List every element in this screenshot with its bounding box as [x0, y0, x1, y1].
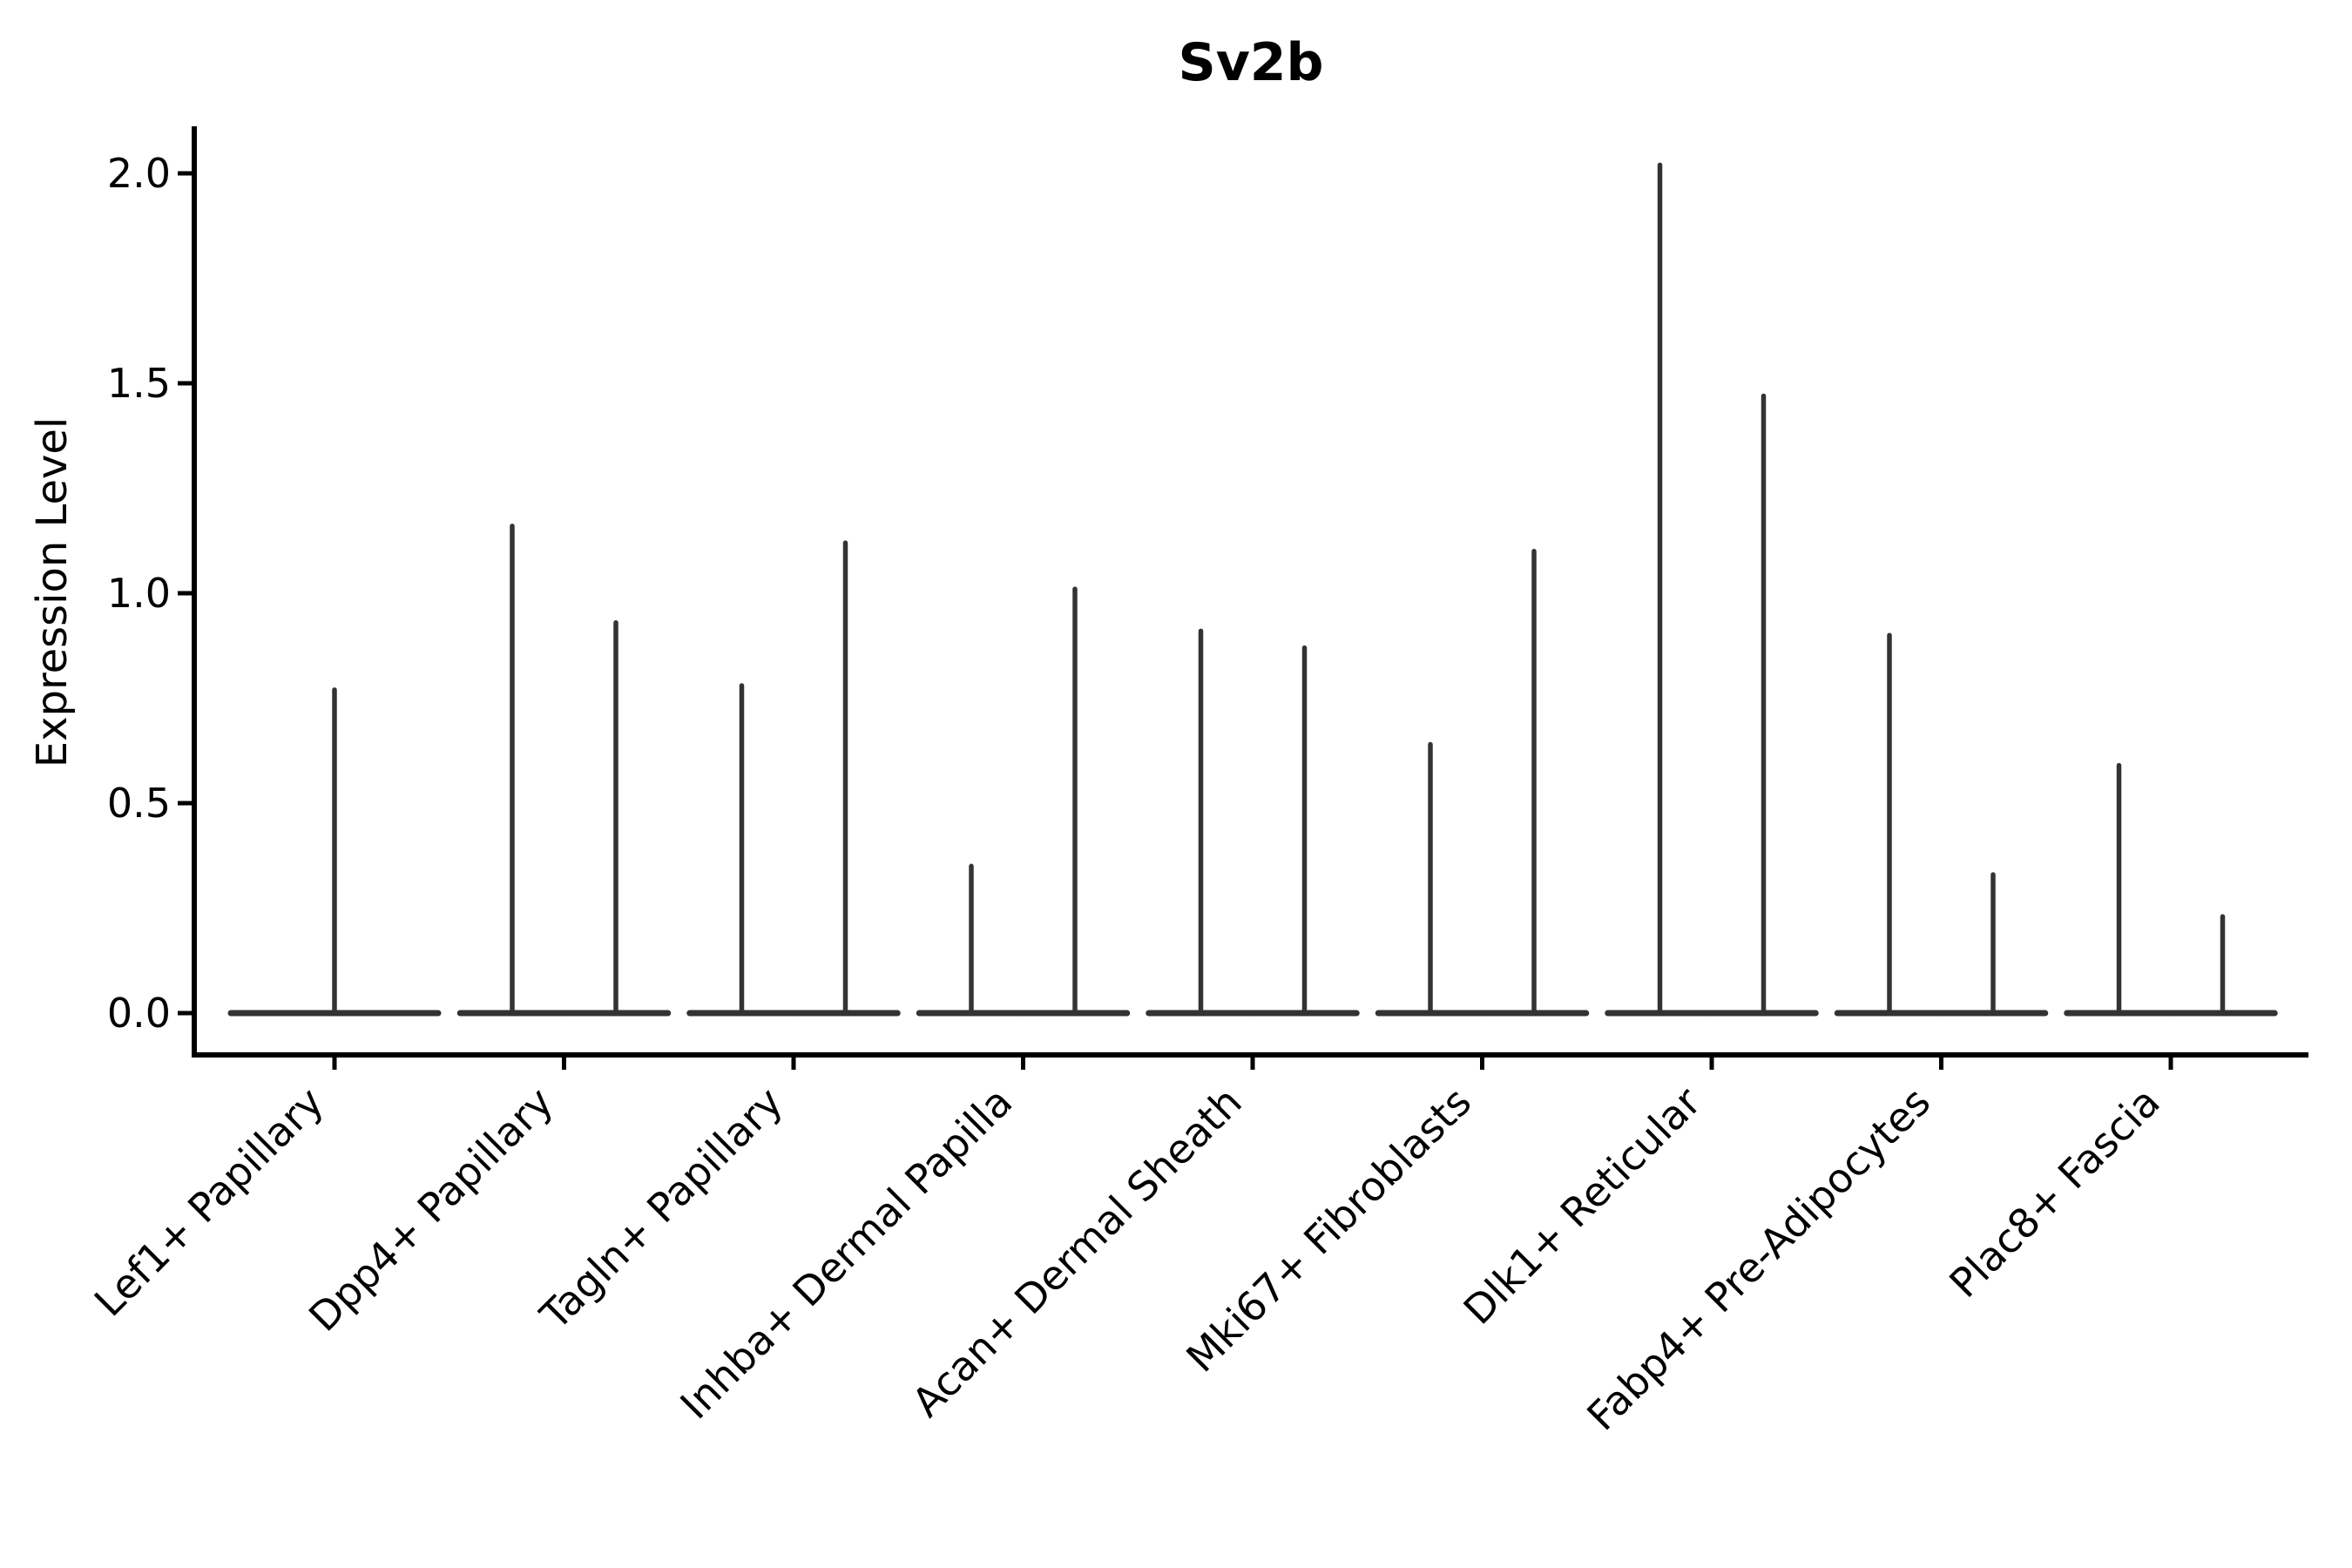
- violins-layer: [227, 162, 2278, 1017]
- y-tick-label: 1.5: [107, 360, 171, 407]
- x-tick-label: Plac8+ Fascia: [1940, 1078, 2168, 1307]
- y-tick-label: 1.0: [107, 570, 171, 617]
- x-tick-label: Dlk1+ Reticular: [1455, 1078, 1710, 1334]
- y-tick-label: 0.5: [107, 780, 171, 827]
- y-tick-label: 2.0: [107, 150, 171, 197]
- y-tick-label: 0.0: [107, 990, 171, 1037]
- plot-title: Sv2b: [1178, 32, 1323, 93]
- x-tick-label: Tagln+ Papillary: [531, 1078, 792, 1340]
- y-axis-label: Expression Level: [28, 417, 77, 768]
- axes-layer: 2.0 1.5 1.0 0.5 0.0: [107, 126, 2308, 1070]
- x-tick-label: Lef1+ Papillary: [85, 1078, 333, 1326]
- x-tick-label: Dpp4+ Papillary: [300, 1078, 562, 1341]
